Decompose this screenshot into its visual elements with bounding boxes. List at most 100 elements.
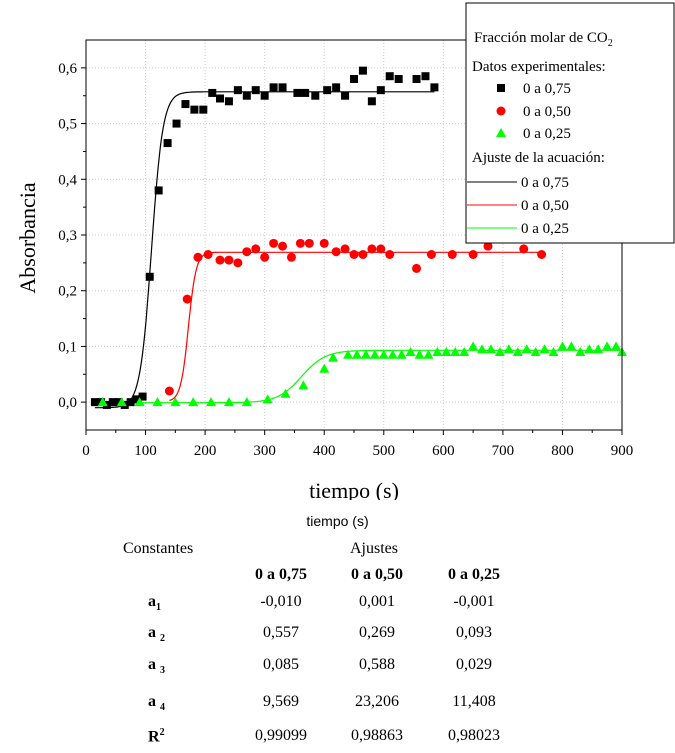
data-point-triangle [298,380,309,390]
legend-label-fit-050: 0 a 0,50 [521,198,569,214]
x-tick-label: 800 [551,443,574,459]
data-point-circle [215,255,225,265]
table-cell: 0,085 [263,656,299,673]
data-point-triangle [468,341,479,351]
data-point-square [278,83,287,92]
data-point-square [233,86,242,95]
data-point-triangle [450,347,461,356]
data-point-square [260,91,269,100]
x-tick-label: 500 [373,443,396,459]
legend-label-exp-025: 0 a 0,25 [523,126,571,142]
x-tick-label: 300 [253,443,276,459]
data-point-square [154,186,163,195]
legend-marker-circle [496,106,506,116]
y-tick-label: 0,6 [58,61,77,77]
x-tick-label: 900 [611,443,634,459]
data-point-square [367,97,376,106]
legend-label-fit-075: 0 a 0,75 [521,175,569,191]
data-point-square [145,272,154,281]
data-point-triangle [134,397,145,407]
data-point-circle [164,386,174,396]
data-point-triangle [432,347,443,356]
data-point-square [358,66,367,75]
data-point-square [332,83,341,92]
data-point-triangle [485,344,496,354]
data-point-square [224,97,233,106]
data-point-triangle [512,347,523,356]
fit-curve-1 [169,251,541,402]
table-cell: 23,206 [355,693,399,710]
data-point-triangle [360,349,371,359]
data-point-circle [340,244,350,254]
data-point-triangle [602,341,613,351]
data-point-circle [269,238,279,248]
column-header: 0 a 0,25 [448,566,500,583]
data-point-triangle [369,349,380,359]
data-point-triangle [503,344,514,354]
x-axis-label-repeat: tiempo (s) [306,513,369,529]
table-cell: 11,408 [452,693,496,710]
data-point-circle [193,252,203,262]
data-point-square [132,395,141,404]
data-point-square [412,75,421,83]
data-point-triangle [319,363,330,373]
y-tick-label: 0,0 [58,395,77,411]
data-point-circle [260,252,270,262]
table-cell: 0,093 [456,624,492,641]
data-point-square [163,139,172,148]
data-point-triangle [530,347,541,356]
row-label: a1 [148,593,161,614]
data-point-circle [367,244,377,254]
data-point-triangle [405,347,416,356]
data-point-triangle [351,349,362,359]
data-point-square [199,105,208,114]
x-tick-label: 0 [82,443,90,459]
data-point-triangle [521,344,532,354]
data-point-square [311,91,320,100]
data-point-circle [483,241,493,251]
legend-title-subscript: 2 [608,38,613,49]
row-label: R2 [148,727,165,746]
data-point-square [301,88,310,97]
data-point-square [138,392,147,401]
data-point-triangle [262,394,273,404]
x-tick-label: 700 [492,443,515,459]
legend-item-exp-050: 0 a 0,50 [496,104,571,120]
y-axis-title: Absorbancia [15,182,40,293]
data-point-square [172,119,181,128]
x-tick-label: 100 [134,443,157,459]
legend-title: Fracción molar de CO2 [474,30,613,49]
table-cell: -0,010 [260,593,302,610]
data-point-triangle [477,344,488,354]
data-point-triangle [557,341,568,351]
data-point-triangle [396,349,407,359]
legend: Fracción molar de CO2 Datos experimental… [465,2,675,244]
constants-header: Constantes [123,540,194,557]
data-point-circle [319,238,329,248]
table-cell: 0,98023 [448,727,500,744]
data-point-square [394,75,403,83]
data-point-circle [295,238,305,248]
data-point-triangle [387,349,398,359]
legend-marker-square [497,84,505,92]
data-point-square [376,86,385,95]
data-point-triangle [188,397,199,407]
row-label: a 2 [148,624,165,645]
data-point-square [385,72,394,81]
legend-item-exp-025: 0 a 0,25 [496,126,571,142]
data-point-circle [224,255,234,265]
legend-item-fit-050: 0 a 0,50 [467,198,569,214]
data-point-triangle [566,341,577,351]
table-cell: 0,557 [263,624,299,641]
y-tick-label: 0,4 [58,172,77,188]
data-point-circle [537,250,547,259]
data-point-triangle [280,388,291,398]
legend-fit-heading: Ajuste de la acuación: [472,150,605,166]
data-point-triangle [206,397,217,407]
table-cell: 0,98863 [351,727,403,744]
data-point-square [216,94,224,103]
grid [86,40,622,430]
legend-title-main: Fracción molar de CO [474,30,608,46]
table-cell: 0,001 [359,593,395,610]
data-point-triangle [116,397,127,407]
